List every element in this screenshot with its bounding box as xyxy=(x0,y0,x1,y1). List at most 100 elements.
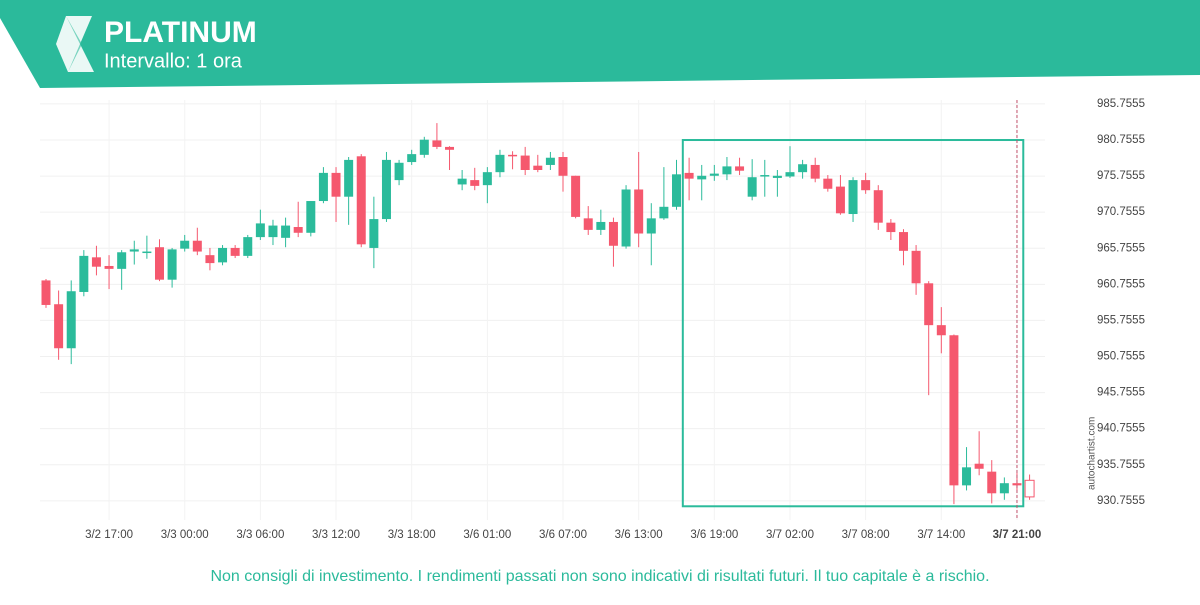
header-band xyxy=(0,0,1200,88)
candle xyxy=(785,146,795,178)
x-tick-label: 3/7 02:00 xyxy=(766,529,814,541)
candle-body xyxy=(344,159,354,197)
candle xyxy=(142,235,152,259)
candle xyxy=(407,149,417,165)
y-tick-label: 955.7555 xyxy=(1097,314,1145,326)
candle-body xyxy=(293,227,303,233)
candle-body xyxy=(1024,479,1035,498)
candle-body xyxy=(41,280,51,305)
candle xyxy=(709,164,719,181)
y-tick-label: 980.7555 xyxy=(1097,134,1145,146)
candle xyxy=(911,245,921,295)
candle-body xyxy=(621,189,631,247)
candle-body xyxy=(243,237,253,256)
x-tick-label: 3/3 06:00 xyxy=(236,529,284,541)
candle xyxy=(230,245,240,259)
candle-body xyxy=(886,222,896,233)
candle-body xyxy=(192,240,202,252)
candle xyxy=(154,239,164,282)
x-tick-label: 3/3 12:00 xyxy=(312,529,360,541)
candle xyxy=(621,185,631,249)
candle xyxy=(306,201,316,237)
candle-body xyxy=(861,180,871,191)
candle-body xyxy=(79,255,89,292)
candle xyxy=(583,206,593,235)
candle xyxy=(66,280,76,365)
candle xyxy=(924,281,934,396)
x-tick-label: 3/3 00:00 xyxy=(161,529,209,541)
candle-body xyxy=(142,251,152,254)
candle xyxy=(608,217,618,267)
candle xyxy=(495,149,505,178)
candle xyxy=(356,154,366,248)
candle-body xyxy=(180,240,190,249)
candle xyxy=(735,157,745,176)
candle xyxy=(218,245,228,266)
candle-body xyxy=(167,249,177,280)
header-subtitle: Intervallo: 1 ora xyxy=(104,50,243,72)
candle-body xyxy=(457,178,467,185)
candle-body xyxy=(218,247,228,263)
disclaimer: Non consigli di investimento. I rendimen… xyxy=(210,568,989,585)
candle-body xyxy=(369,219,379,248)
candle-body xyxy=(646,218,656,234)
candle xyxy=(987,460,997,504)
candle xyxy=(293,201,303,238)
y-tick-label: 985.7555 xyxy=(1097,98,1145,110)
candle xyxy=(810,157,820,183)
candle-body xyxy=(835,186,845,214)
candle xyxy=(1024,474,1035,500)
candle-body xyxy=(205,255,215,264)
candle xyxy=(646,203,656,266)
x-tick-label: 3/2 17:00 xyxy=(85,529,133,541)
candle-body xyxy=(608,221,618,246)
candle xyxy=(545,151,555,170)
candle-body xyxy=(281,225,291,238)
candle xyxy=(760,159,770,197)
candle-body xyxy=(911,250,921,284)
candle-body xyxy=(684,172,694,179)
candle-body xyxy=(533,165,543,170)
candle xyxy=(596,209,606,235)
candle xyxy=(672,159,681,210)
candle-body xyxy=(848,180,858,215)
candle xyxy=(558,151,568,192)
candle xyxy=(571,175,581,219)
candle xyxy=(104,255,114,290)
candle-body xyxy=(394,162,404,181)
candle-body xyxy=(318,172,328,202)
candle-body xyxy=(495,154,505,173)
candle-body xyxy=(520,155,530,170)
candle xyxy=(432,123,442,150)
candle-body xyxy=(432,140,442,147)
candle xyxy=(835,175,845,215)
candle-body xyxy=(962,467,972,486)
candle-body xyxy=(470,180,480,186)
candle xyxy=(999,477,1009,500)
y-tick-label: 965.7555 xyxy=(1097,242,1145,254)
x-tick-label: 3/7 08:00 xyxy=(842,529,890,541)
candle-body xyxy=(873,190,883,223)
candle-body xyxy=(445,146,455,150)
y-tick-label: 940.7555 xyxy=(1097,423,1145,435)
candle xyxy=(255,209,265,240)
x-tick-label: 3/6 07:00 xyxy=(539,529,587,541)
candle-body xyxy=(407,154,417,163)
candle xyxy=(419,136,429,158)
candle xyxy=(281,217,291,248)
candle-body xyxy=(230,247,240,256)
y-tick-label: 950.7555 xyxy=(1097,351,1145,363)
candle xyxy=(861,172,871,194)
x-tick-label: 3/7 21:00 xyxy=(993,529,1042,541)
candle-body xyxy=(747,177,757,197)
candle-body xyxy=(709,173,719,176)
candle xyxy=(772,170,782,197)
candle xyxy=(974,431,984,476)
candle-body xyxy=(381,159,391,220)
y-tick-label: 960.7555 xyxy=(1097,278,1145,290)
y-tick-label: 970.7555 xyxy=(1097,206,1145,218)
candle-body xyxy=(672,174,681,207)
header-title: PLATINUM xyxy=(104,16,257,49)
candle-body xyxy=(306,201,316,233)
candle-body xyxy=(356,156,366,245)
